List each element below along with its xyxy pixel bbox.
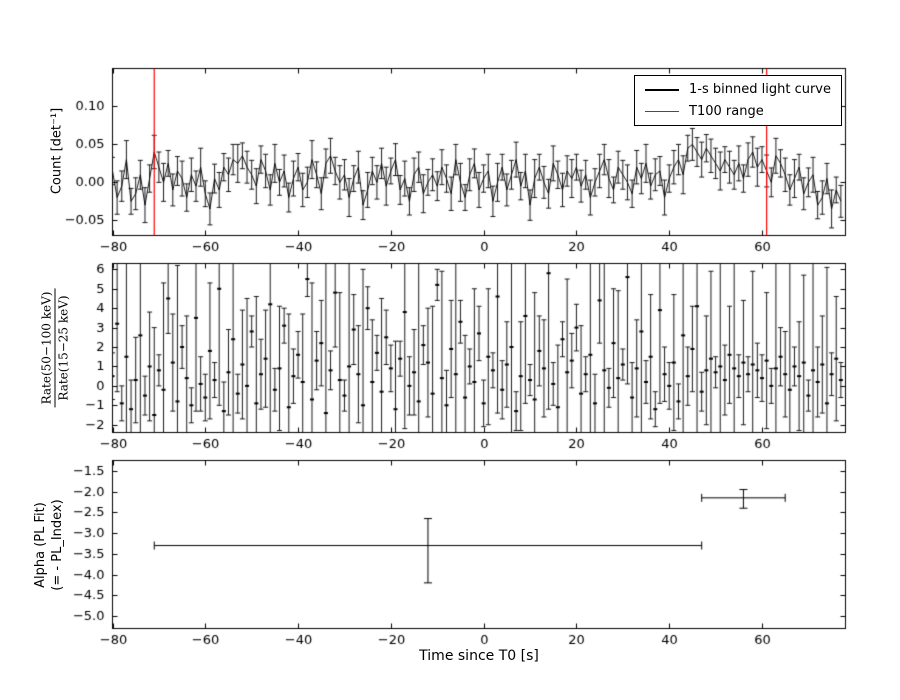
legend-item-lightcurve: 1-s binned light curve [645, 82, 831, 97]
panel2-ylabel-numerator: Rate(50−100 keV) [39, 288, 56, 408]
panel3-ylabel-line1: Alpha (PL Fit) [33, 502, 49, 588]
panel3-ylabel: Alpha (PL Fit) (= - PL_Index) [33, 499, 67, 590]
panel3-ylabel-line2: (= - PL_Index) [50, 499, 65, 591]
legend: 1-s binned light curve T100 range [634, 75, 842, 126]
legend-label-t100: T100 range [689, 104, 764, 119]
panel2-ylabel-denominator: Rate(15−25 keV) [56, 295, 71, 401]
panel2-ylabel: Rate(50−100 keV) Rate(15−25 keV) [39, 288, 71, 408]
legend-label-lightcurve: 1-s binned light curve [689, 82, 831, 97]
panel1-ylabel: Count [det⁻¹] [49, 107, 65, 195]
xaxis-label: Time since T0 [s] [419, 648, 539, 664]
t100-line-sample [645, 111, 680, 112]
legend-item-t100: T100 range [645, 104, 831, 119]
lightcurve-line-sample [645, 88, 680, 91]
rate-ratio-fraction: Rate(50−100 keV) Rate(15−25 keV) [39, 288, 71, 408]
